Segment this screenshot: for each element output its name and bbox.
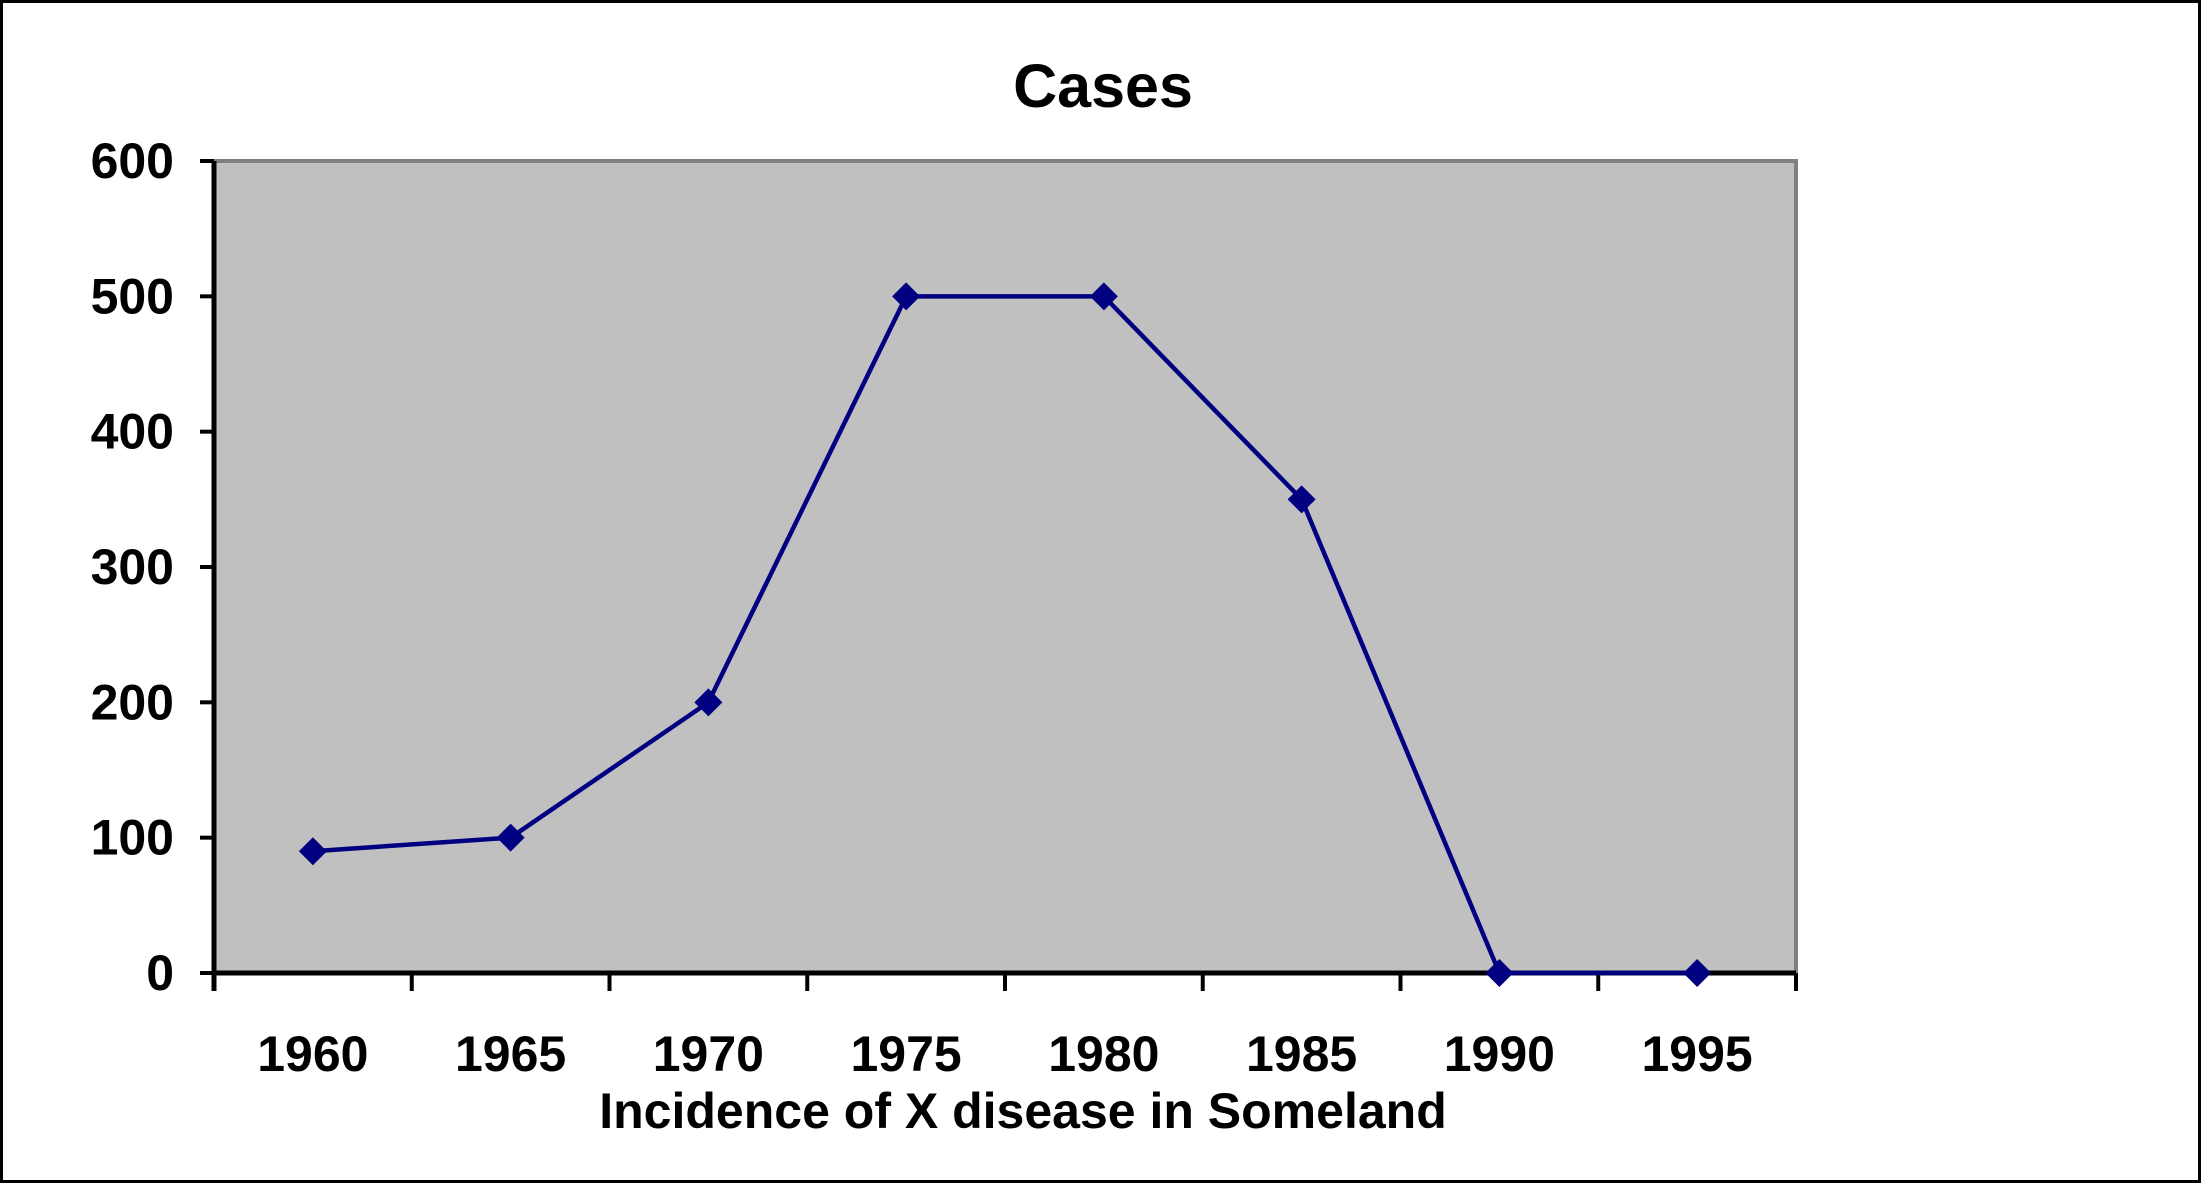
y-tick-label: 300 xyxy=(91,539,174,595)
x-axis-title: Incidence of X disease in Someland xyxy=(599,1083,1447,1139)
x-tick-label: 1995 xyxy=(1642,1026,1753,1082)
plot-area xyxy=(212,159,1798,975)
x-tick-label: 1970 xyxy=(653,1026,764,1082)
x-tick-label: 1990 xyxy=(1444,1026,1555,1082)
data-point-marker xyxy=(694,688,723,717)
x-tick-label: 1960 xyxy=(257,1026,368,1082)
y-axis: 0 100 200 300 400 500 600 xyxy=(91,133,214,1001)
series-line xyxy=(312,294,1698,976)
data-point-marker xyxy=(1287,485,1316,514)
x-axis: 1960 1965 1970 1975 1980 1985 1990 1995 xyxy=(212,973,1798,1082)
x-tick-label: 1975 xyxy=(851,1026,962,1082)
chart-title: Cases xyxy=(1013,52,1193,120)
y-tick-label: 200 xyxy=(91,674,174,730)
x-tick-label: 1980 xyxy=(1048,1026,1159,1082)
y-tick-label: 400 xyxy=(91,404,174,460)
data-point-marker xyxy=(496,823,525,852)
data-point-marker xyxy=(892,282,921,311)
y-tick-label: 600 xyxy=(91,133,174,189)
data-point-marker xyxy=(298,837,327,866)
data-point-marker xyxy=(1089,282,1118,311)
data-markers xyxy=(298,282,1712,987)
y-tick-label: 100 xyxy=(91,810,174,866)
y-tick-label: 0 xyxy=(146,945,174,1001)
x-tick-label: 1985 xyxy=(1246,1026,1357,1082)
data-point-marker xyxy=(1485,959,1514,987)
data-point-marker xyxy=(1683,959,1712,987)
x-tick-label: 1965 xyxy=(455,1026,566,1082)
y-tick-label: 500 xyxy=(91,268,174,324)
